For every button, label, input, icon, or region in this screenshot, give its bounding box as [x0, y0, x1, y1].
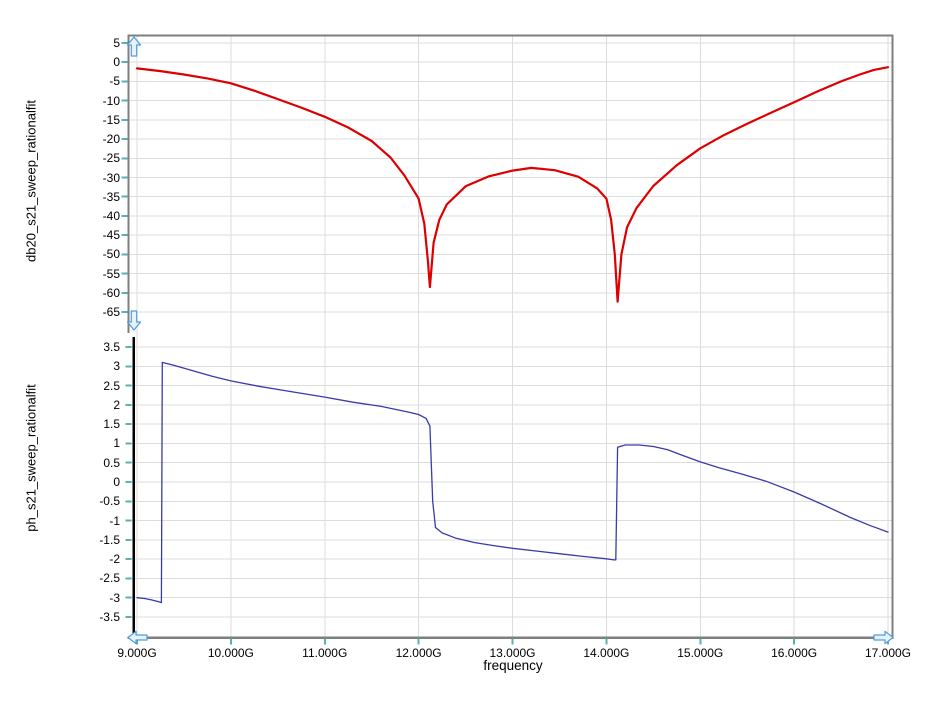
y-tick-label: -3.5 — [99, 610, 120, 624]
y-tick-label: -1 — [109, 513, 120, 528]
y-tick-label: 1 — [113, 436, 120, 451]
y-tick-label: -35 — [102, 189, 120, 204]
y-tick-label: -25 — [102, 151, 120, 166]
y-tick-label: -20 — [102, 132, 120, 147]
x-tick-label: 17.000G — [864, 646, 912, 660]
y-tick-label: -50 — [102, 247, 120, 262]
x-axis-scroll-left-arrow-icon[interactable] — [127, 630, 148, 645]
x-tick-label: 16.000G — [771, 646, 818, 660]
x-tick-label: 10.000G — [207, 646, 254, 660]
y-tick-label: 5 — [113, 36, 120, 50]
y-tick-label: -15 — [102, 112, 120, 127]
y-tick-label: 0 — [113, 55, 120, 70]
y-tick-label: -10 — [102, 93, 120, 108]
y-tick-label: 3.5 — [103, 340, 120, 354]
x-axis-title: frequency — [483, 658, 543, 673]
y-tick-label: 2 — [113, 397, 120, 412]
y-tick-label: -30 — [102, 170, 120, 185]
y-tick-label: 3 — [113, 359, 120, 374]
y-axis-scroll-down-arrow-icon[interactable] — [126, 310, 142, 331]
y-tick-label: 1.5 — [103, 417, 120, 432]
x-tick-label: 14.000G — [583, 646, 630, 660]
y-tick-label: -60 — [102, 285, 120, 300]
y-tick-label: -0.5 — [99, 494, 120, 509]
top-y-axis-title: db20_s21_sweep_rationalfit — [23, 100, 39, 262]
y-tick-label: -40 — [102, 208, 120, 223]
y-tick-label: -3 — [109, 590, 120, 605]
trace-db20-s21-sweep-rationalfit[interactable] — [135, 66, 890, 303]
x-axis-scroll-right-arrow-icon[interactable] — [873, 630, 894, 645]
bottom-y-axis-title: ph_s21_sweep_rationalfit — [23, 384, 39, 532]
gridlines — [128, 35, 893, 638]
trace-ph-s21-sweep-rationalfit[interactable] — [136, 361, 889, 604]
traces — [135, 66, 890, 604]
y-tick-label: -55 — [102, 266, 120, 281]
y-tick-label: 0.5 — [103, 455, 120, 470]
plot-frame — [127, 34, 894, 639]
x-tick-label: 9.000G — [117, 646, 157, 660]
axis-scroll-arrows — [126, 36, 894, 645]
x-tick-label: 13.000G — [489, 646, 536, 660]
y-tick-label: 0 — [113, 475, 120, 489]
y-tick-label: -2 — [109, 552, 120, 567]
y-tick-label: -65 — [102, 305, 120, 319]
y-tick-label: 2.5 — [103, 378, 120, 393]
y-tick-label: -1.5 — [99, 532, 120, 547]
x-tick-label: 15.000G — [677, 646, 724, 660]
y-axis-scroll-up-arrow-icon[interactable] — [126, 36, 142, 57]
x-tick-label: 12.000G — [395, 646, 442, 660]
x-tick-label: 11.000G — [302, 646, 348, 660]
y-tick-label: -5 — [109, 74, 120, 89]
y-tick-label: -2.5 — [99, 571, 120, 586]
axis-ticks — [121, 42, 889, 645]
y-tick-label: -45 — [102, 228, 120, 243]
